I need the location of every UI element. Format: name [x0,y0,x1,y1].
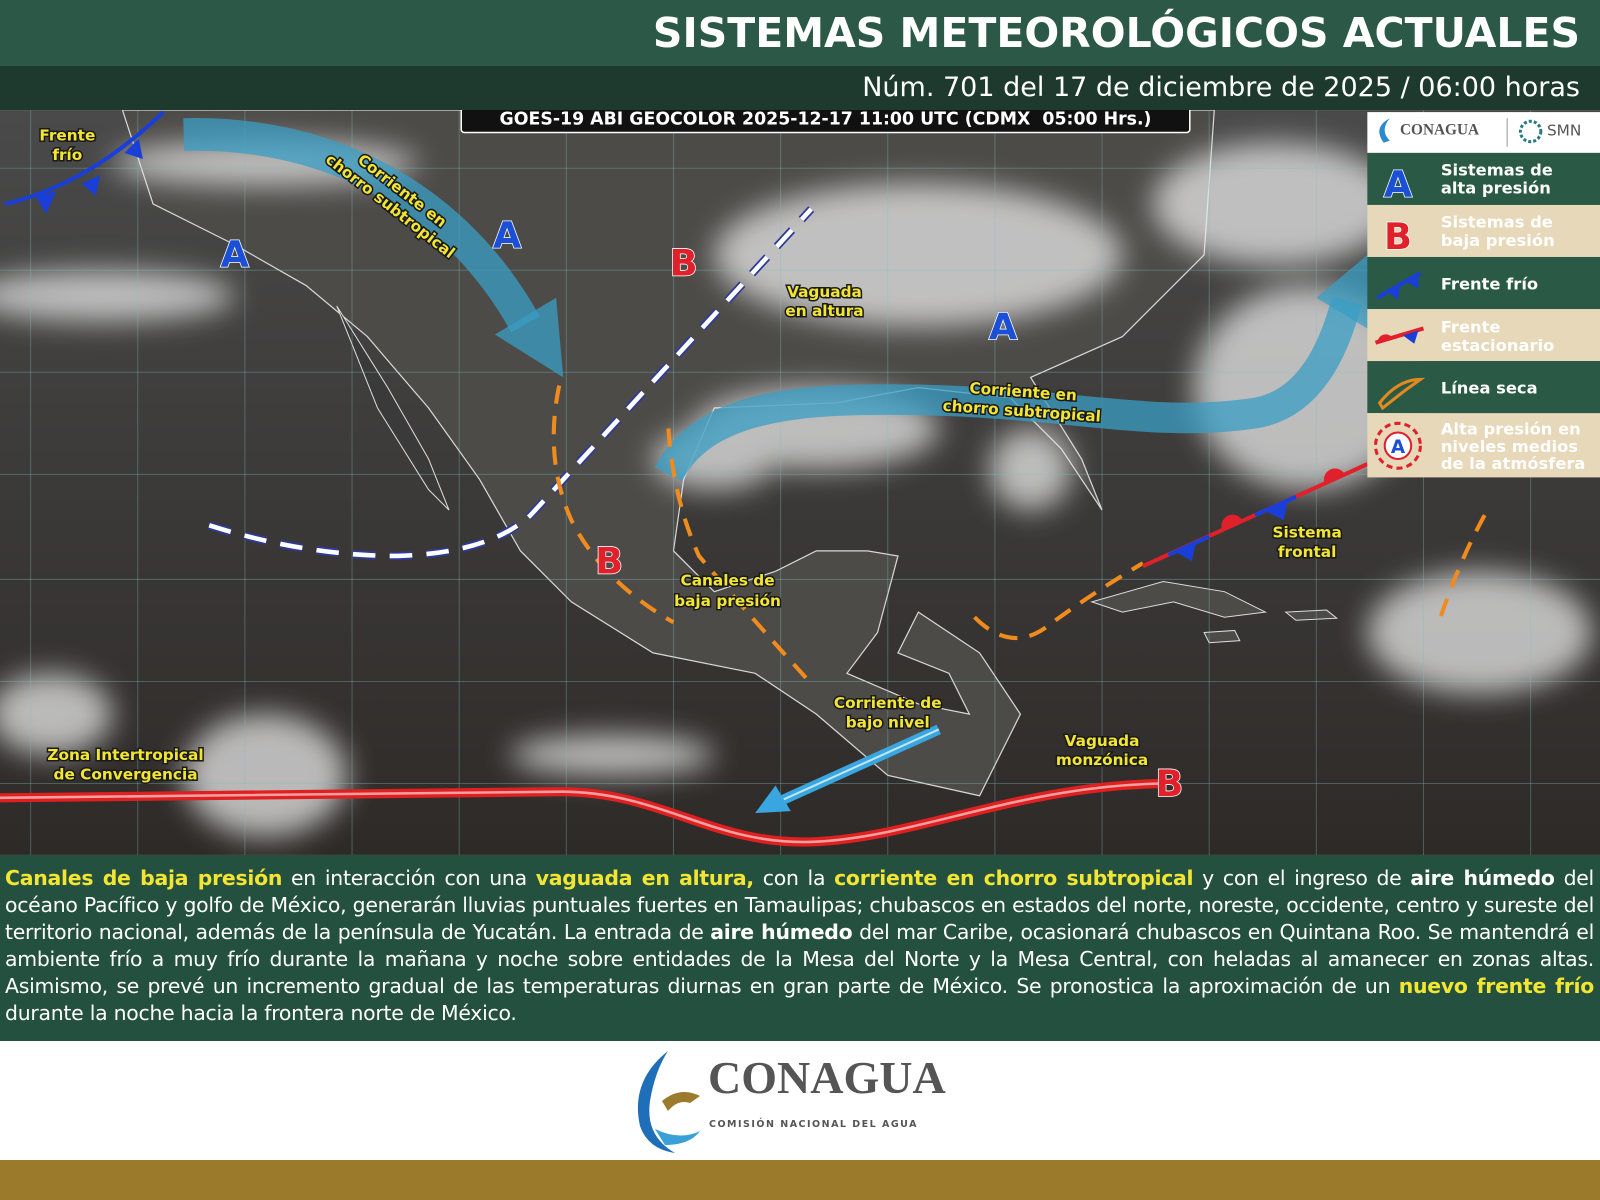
description-text: Canales de baja presión [5,866,283,890]
description-text: nuevo frente frío [1398,974,1595,998]
pressure-letter: A [220,233,249,276]
legend-label: Frente estacionario [1441,318,1555,355]
pressure-letter: B [1155,762,1183,805]
cold-front [4,110,165,215]
title-bar: SISTEMAS METEOROLÓGICOS ACTUALES [0,0,1600,66]
description-text: durante la noche hacia la frontera norte… [5,1001,517,1025]
caption-box [460,110,1191,134]
description-text: vaguada en altura, [535,866,754,890]
description-text: en interacción con una [282,866,536,890]
jet-streams [183,118,1373,482]
map-label: Zona Intertropical de Convergencia [47,746,203,783]
caribbean-islands [1090,580,1339,644]
title: SISTEMAS METEOROLÓGICOS ACTUALES [652,9,1580,57]
subtitle-bar: Núm. 701 del 17 de diciembre de 2025 / 0… [0,66,1600,110]
legend-header [1367,112,1600,153]
low-pressure-channels [551,385,1487,685]
legend-logo: CONAGUA [1400,122,1479,139]
description-text: y con el ingreso de [1193,866,1411,890]
description-text: corriente en chorro subtropical [834,866,1194,890]
legend-symbol: B [1384,215,1412,258]
weather-map: GOES-19 ABI GEOCOLOR 2025-12-17 11:00 UT… [0,110,1600,855]
itcz [0,778,1164,847]
logo-name: CONAGUA [708,1052,946,1103]
footer-band [0,1160,1600,1200]
description-text: aire húmedo [710,920,853,944]
logo-subtitle: COMISIÓN NACIONAL DEL AGUA [709,1118,918,1130]
legend-symbol: A [1384,163,1413,206]
map-label: Sistema frontal [1272,524,1341,561]
gulf-california [336,305,450,511]
stationary-front [1142,462,1369,569]
legend-label: Sistemas de baja presión [1441,212,1555,249]
description-text: del mar Caribe, ocasionará chubascos en … [5,920,1594,998]
legend-logo: SMN [1547,122,1581,140]
map-label: Canales de baja presión [674,572,781,610]
legend-symbol: A [1391,437,1406,458]
map-label: Vaguada monzónica [1056,732,1148,769]
description-text: aire húmedo [1410,866,1555,890]
legend-label: Línea seca [1441,379,1538,398]
pressure-letter: B [670,241,698,284]
legend: CONAGUA SMN A B A Sistemas de alta presió… [1367,112,1600,478]
legend-label: Sistemas de alta presión [1441,160,1553,197]
subtitle: Núm. 701 del 17 de diciembre de 2025 / 0… [862,72,1580,103]
map-label: Frente frío [39,127,95,164]
legend-label: Frente frío [1441,275,1538,294]
description-text: con la [753,866,835,890]
description-text: del océano Pacífico y golfo de México, g… [5,866,1594,944]
map-label: Corriente de bajo nivel [834,694,942,731]
upper-trough [207,206,815,561]
pressure-letter: B [595,539,623,582]
legend-label: Alta presión en niveles medios de la atmós… [1441,420,1586,474]
description: Canales de baja presión en interacción c… [0,855,1600,1041]
map-label: Vaguada en altura [785,283,863,320]
pressure-letter: A [989,306,1018,349]
satellite-caption: GOES-19 ABI GEOCOLOR 2025-12-17 11:00 UT… [500,110,1152,129]
low-level-current [755,724,941,814]
footer-logo: CONAGUA COMISIÓN NACIONAL DEL AGUA [637,1051,946,1153]
footer: CONAGUA COMISIÓN NACIONAL DEL AGUA [0,1041,1600,1160]
pressure-letter: A [493,214,522,257]
